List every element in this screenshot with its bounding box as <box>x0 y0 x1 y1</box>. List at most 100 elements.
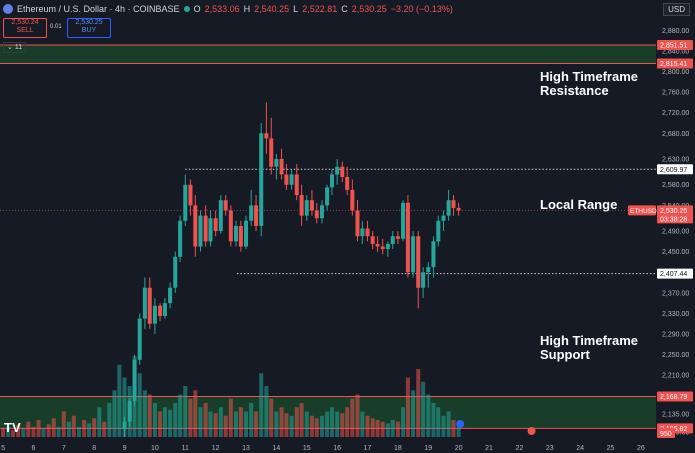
indicators-count: 11 <box>14 44 23 51</box>
tradingview-logo[interactable]: TV <box>4 420 21 435</box>
volume-bar <box>56 426 61 437</box>
x-tick-label: 5 <box>1 445 5 452</box>
x-tick-label: 13 <box>242 445 250 452</box>
volume-bar <box>188 398 193 437</box>
volume-bar <box>254 411 259 437</box>
candle-body <box>304 200 309 216</box>
x-tick-label: 6 <box>31 445 35 452</box>
buy-price: 2,530.25 <box>75 19 103 26</box>
price-label-bg <box>657 268 693 279</box>
candle-body <box>395 236 400 239</box>
sell-label: SELL <box>16 27 34 34</box>
flag-event-icon[interactable] <box>527 427 536 435</box>
volume-bar <box>82 420 87 437</box>
candle-body <box>380 246 385 250</box>
symbol-title[interactable]: Ethereum / U.S. Dollar · 4h · COINBASE <box>17 3 180 14</box>
volume-bar <box>208 411 213 437</box>
volume-bar <box>198 407 203 437</box>
candle-body <box>198 215 203 247</box>
volume-bar <box>31 426 36 437</box>
candle-body <box>345 177 350 190</box>
volume-bar <box>193 390 198 437</box>
sell-button[interactable]: 2,530.24 SELL <box>3 18 47 38</box>
volume-bar <box>178 394 183 437</box>
candle-body <box>238 225 243 247</box>
symbol-tag-bg <box>628 205 656 216</box>
x-tick-label: 25 <box>607 445 615 452</box>
candle-body <box>162 303 167 317</box>
x-tick-label: 16 <box>333 445 341 452</box>
candle-body <box>365 228 370 237</box>
y-tick-label: 2,490.00 <box>662 229 689 236</box>
candle-body <box>401 202 406 239</box>
volume-bar <box>411 390 416 437</box>
volume-bar <box>335 411 340 437</box>
volume-bar <box>168 409 173 437</box>
candle-body <box>188 184 193 206</box>
indicators-toggle[interactable]: ⌄ 11 <box>3 42 27 53</box>
volume-bar <box>142 390 147 437</box>
y-tick-label: 2,250.00 <box>662 352 689 359</box>
ethereum-logo-icon <box>3 3 13 14</box>
volume-bar <box>289 415 294 437</box>
y-tick-label: 2,580.00 <box>662 182 689 189</box>
volume-bar <box>390 420 395 437</box>
candle-body <box>208 218 213 242</box>
candle-body <box>294 174 299 196</box>
volume-bar <box>350 398 355 437</box>
x-tick-label: 23 <box>546 445 554 452</box>
candle-body <box>426 267 431 273</box>
x-tick-label: 19 <box>424 445 432 452</box>
candle-body <box>385 243 390 250</box>
candle-body <box>319 205 324 219</box>
x-tick-label: 12 <box>212 445 220 452</box>
price-label: 2,609.97 <box>660 167 687 174</box>
time-axis-bg <box>0 440 695 453</box>
volume-bar <box>375 420 380 437</box>
price-label: 2,407.44 <box>660 271 687 278</box>
volume-bar <box>401 407 406 437</box>
y-tick-label: 2,290.00 <box>662 332 689 339</box>
chart-header: Ethereum / U.S. Dollar · 4h · COINBASE O… <box>0 0 653 17</box>
candle-body <box>390 236 395 244</box>
candle-body <box>178 220 183 257</box>
candle-body <box>249 205 254 221</box>
candle-body <box>456 207 461 211</box>
candle-body <box>127 400 132 422</box>
volume-bar <box>147 394 152 437</box>
currency-selector[interactable]: USD <box>663 3 690 16</box>
market-status-icon <box>183 5 190 12</box>
candle-body <box>431 241 436 268</box>
price-axis-bg <box>656 0 695 453</box>
candle-body <box>329 174 334 188</box>
buy-label: BUY <box>81 27 97 34</box>
volume-bar <box>51 418 56 437</box>
candle-body <box>183 184 188 221</box>
buy-button[interactable]: 2,530.25 BUY <box>67 18 111 38</box>
candle-body <box>335 166 340 175</box>
open-label: O <box>193 3 201 14</box>
close-value: 2,530.25 <box>351 3 387 14</box>
volume-bar <box>314 418 319 437</box>
volume-bar <box>405 377 410 437</box>
volume-bar <box>218 407 223 437</box>
volume-bar <box>294 407 299 437</box>
volume-bar <box>61 411 66 437</box>
volume-bar <box>274 411 279 437</box>
volume-bar <box>203 403 208 437</box>
countdown-label: 03:38:28 <box>660 216 687 223</box>
annotation-support: High Timeframe Support <box>540 333 639 362</box>
y-tick-label: 2,330.00 <box>662 311 689 318</box>
volume-bar <box>456 426 461 437</box>
lightning-event-icon[interactable] <box>456 420 465 428</box>
candle-body <box>158 305 163 317</box>
volume-bar <box>76 426 81 437</box>
candle-body <box>279 159 284 175</box>
candle-body <box>289 174 294 185</box>
volume-bar <box>112 390 117 437</box>
candle-body <box>147 287 152 324</box>
y-tick-label: 2,720.00 <box>662 110 689 117</box>
volume-bar <box>11 430 16 437</box>
volume-bar <box>304 411 309 437</box>
